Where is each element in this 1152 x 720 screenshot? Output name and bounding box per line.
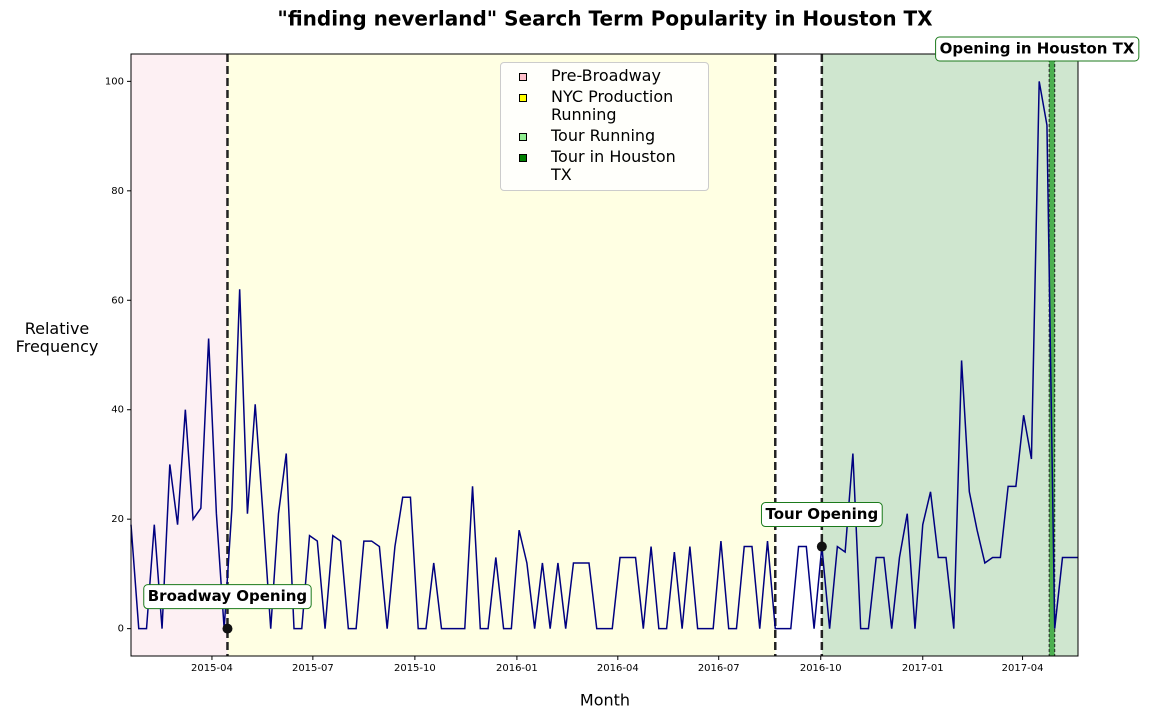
legend-label: Pre-Broadway: [551, 66, 661, 85]
y-tick-label: 20: [111, 514, 124, 525]
annotation-point: [222, 623, 233, 634]
x-tick-label: 2017-01: [902, 663, 944, 674]
legend-swatch: [519, 73, 527, 81]
annotation-label: Tour Opening: [765, 505, 878, 523]
region: [1049, 54, 1055, 656]
region: [131, 54, 228, 656]
annotation-point: [816, 541, 827, 552]
y-axis-label: Relative Frequency: [15, 319, 99, 356]
x-tick-label: 2016-01: [496, 663, 538, 674]
legend-label: Tour Running: [551, 126, 656, 145]
legend-swatch: [519, 94, 527, 102]
x-tick-label: 2017-04: [1002, 663, 1044, 674]
legend-item: Tour in Houston TX: [501, 148, 708, 184]
y-tick-label: 40: [111, 405, 124, 416]
legend-swatch: [519, 133, 527, 141]
x-tick-label: 2016-04: [597, 663, 639, 674]
legend: Pre-Broadway NYC Production Running Tour R…: [500, 62, 709, 191]
y-tick-label: 0: [118, 624, 124, 635]
annotation-box: [935, 36, 1140, 62]
x-tick-label: 2015-07: [292, 663, 334, 674]
x-tick-label: 2015-04: [191, 663, 233, 674]
annotation-label: Broadway Opening: [148, 587, 307, 605]
annotation-box: [760, 502, 883, 528]
x-axis-label: Month: [580, 691, 630, 710]
chart-title: "finding neverland" Search Term Populari…: [277, 7, 933, 31]
region: [821, 54, 1078, 656]
y-tick-label: 100: [105, 76, 124, 87]
data-line: [130, 81, 1078, 630]
legend-item: NYC Production Running: [501, 88, 708, 124]
legend-item: Pre-Broadway: [501, 67, 708, 85]
x-tick-label: 2016-10: [800, 663, 842, 674]
axes-frame: [130, 53, 1079, 657]
annotation-box: [143, 584, 312, 610]
y-tick-label: 60: [111, 295, 124, 306]
x-tick-label: 2015-10: [394, 663, 436, 674]
x-tick-label: 2016-07: [698, 663, 740, 674]
legend-swatch: [519, 154, 527, 162]
legend-item: Tour Running: [501, 127, 708, 145]
legend-label: NYC Production Running: [551, 87, 674, 124]
y-tick-label: 80: [111, 186, 124, 197]
legend-label: Tour in Houston TX: [551, 147, 676, 184]
annotation-label: Opening in Houston TX: [940, 40, 1135, 58]
